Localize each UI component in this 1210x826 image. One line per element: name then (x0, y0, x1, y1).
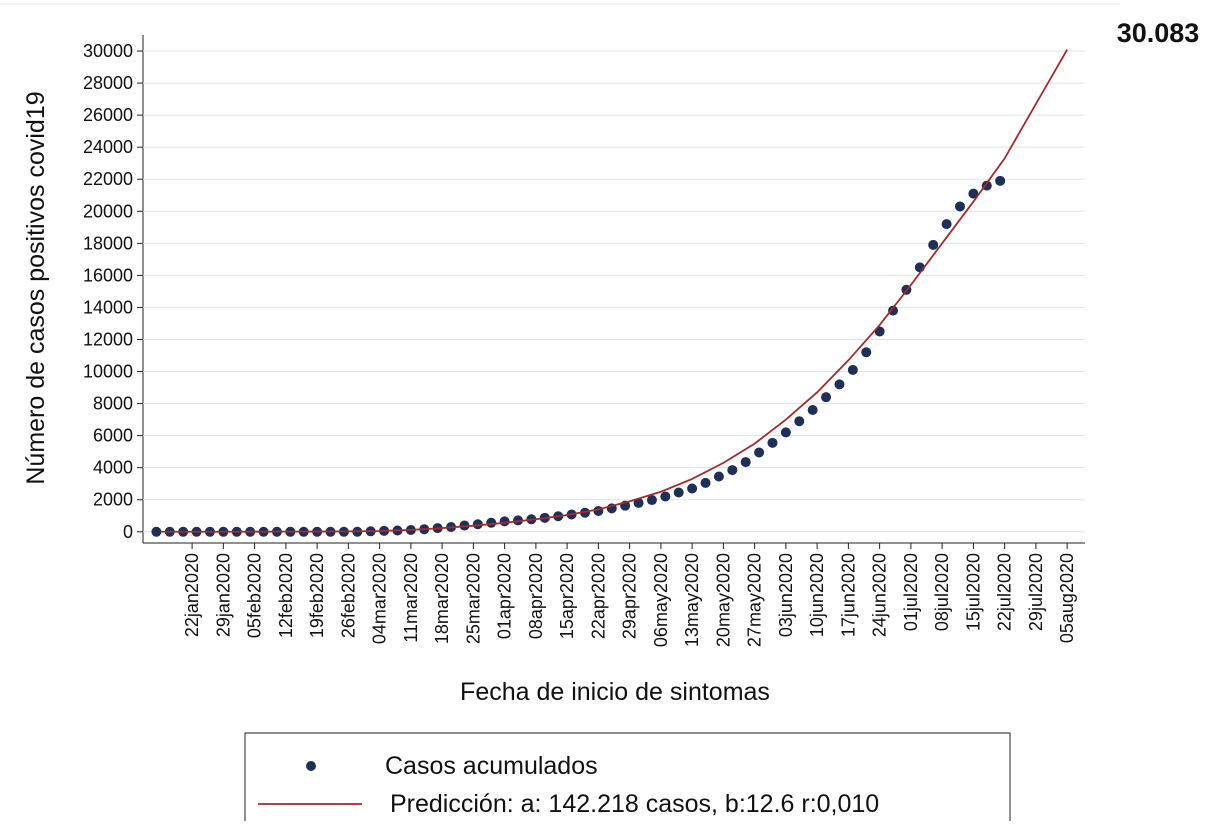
legend-box (244, 732, 1011, 826)
x-tick-label: 10jun2020 (807, 553, 827, 637)
x-tick-label: 24jun2020 (870, 553, 890, 637)
x-tick-label: 13may2020 (682, 553, 702, 647)
data-point (486, 517, 497, 528)
data-point (740, 457, 751, 468)
data-point (579, 507, 590, 518)
data-point (660, 491, 671, 502)
x-axis-label: Fecha de inicio de sintomas (460, 678, 770, 706)
legend-label: Casos acumulados (385, 752, 598, 780)
prediction-line (160, 49, 1068, 533)
data-point (888, 305, 899, 316)
x-tick-label: 22apr2020 (588, 553, 608, 639)
x-tick-label: 18mar2020 (432, 553, 452, 644)
x-tick-label: 04mar2020 (370, 553, 390, 644)
data-point (687, 483, 698, 494)
x-tick-label: 29jan2020 (213, 553, 233, 637)
y-tick-label: 20000 (83, 201, 133, 221)
x-tick-label: 06may2020 (651, 553, 671, 647)
y-tick-label: 14000 (83, 297, 133, 317)
data-point (673, 487, 684, 498)
x-tick-label: 22jan2020 (182, 553, 202, 637)
x-tick-label: 05feb2020 (245, 553, 265, 638)
legend-swatch (306, 761, 316, 771)
data-point (780, 427, 791, 438)
y-tick-label: 4000 (93, 458, 133, 478)
y-tick-label: 8000 (93, 394, 133, 414)
x-tick-label: 29apr2020 (620, 553, 640, 639)
data-point (807, 404, 818, 415)
x-tick-label: 26feb2020 (338, 553, 358, 638)
data-point (754, 447, 765, 458)
x-tick-label: 19feb2020 (307, 553, 327, 638)
y-tick-label: 6000 (93, 426, 133, 446)
data-point (941, 219, 952, 230)
data-point (646, 495, 657, 506)
data-point (767, 437, 778, 448)
data-point (700, 477, 711, 488)
annotation: 30.083 (1117, 18, 1200, 48)
data-point (713, 471, 724, 482)
data-point (821, 392, 832, 403)
y-tick-label: 0 (123, 522, 133, 542)
y-tick-label: 16000 (83, 265, 133, 285)
data-point (847, 364, 858, 375)
data-point (794, 416, 805, 427)
data-point (928, 239, 939, 250)
data-point (593, 505, 604, 516)
data-point (151, 526, 162, 537)
data-point (954, 201, 965, 212)
y-tick-label: 10000 (83, 362, 133, 382)
x-tick-label: 01jul2020 (901, 553, 921, 631)
data-point (633, 497, 644, 508)
data-point (968, 188, 979, 199)
data-point (834, 379, 845, 390)
x-tick-label: 29jul2020 (1026, 553, 1046, 631)
y-tick-label: 2000 (93, 490, 133, 510)
x-tick-label: 08apr2020 (526, 553, 546, 639)
x-tick-label: 27may2020 (745, 553, 765, 647)
y-axis-label: Número de casos positivos covid19 (22, 91, 50, 484)
x-tick-label: 11mar2020 (401, 553, 421, 643)
y-tick-label: 18000 (83, 233, 133, 253)
legend-label: Predicción: a: 142.218 casos, b:12.6 r:0… (390, 790, 879, 818)
y-tick-label: 22000 (83, 169, 133, 189)
data-point (727, 465, 738, 476)
y-tick-label: 28000 (83, 73, 133, 93)
x-tick-label: 15apr2020 (557, 553, 577, 639)
data-point (499, 516, 510, 527)
x-tick-label: 03jun2020 (776, 553, 796, 637)
x-tick-label: 01apr2020 (495, 553, 515, 639)
data-point (981, 180, 992, 191)
x-tick-label: 25mar2020 (463, 553, 483, 644)
x-tick-label: 12feb2020 (276, 553, 296, 638)
x-tick-label: 15jul2020 (963, 553, 983, 631)
y-tick-label: 24000 (83, 137, 133, 157)
y-tick-label: 26000 (83, 105, 133, 125)
x-tick-label: 20may2020 (713, 553, 733, 647)
x-tick-label: 05aug2020 (1057, 553, 1077, 643)
data-point (995, 175, 1006, 186)
data-point (861, 347, 872, 358)
x-tick-label: 08jul2020 (932, 553, 952, 631)
x-tick-label: 22jul2020 (995, 553, 1015, 631)
y-tick-label: 12000 (83, 329, 133, 349)
x-tick-label: 17jun2020 (838, 553, 858, 637)
data-point (472, 519, 483, 530)
y-tick-label: 30000 (83, 41, 133, 61)
